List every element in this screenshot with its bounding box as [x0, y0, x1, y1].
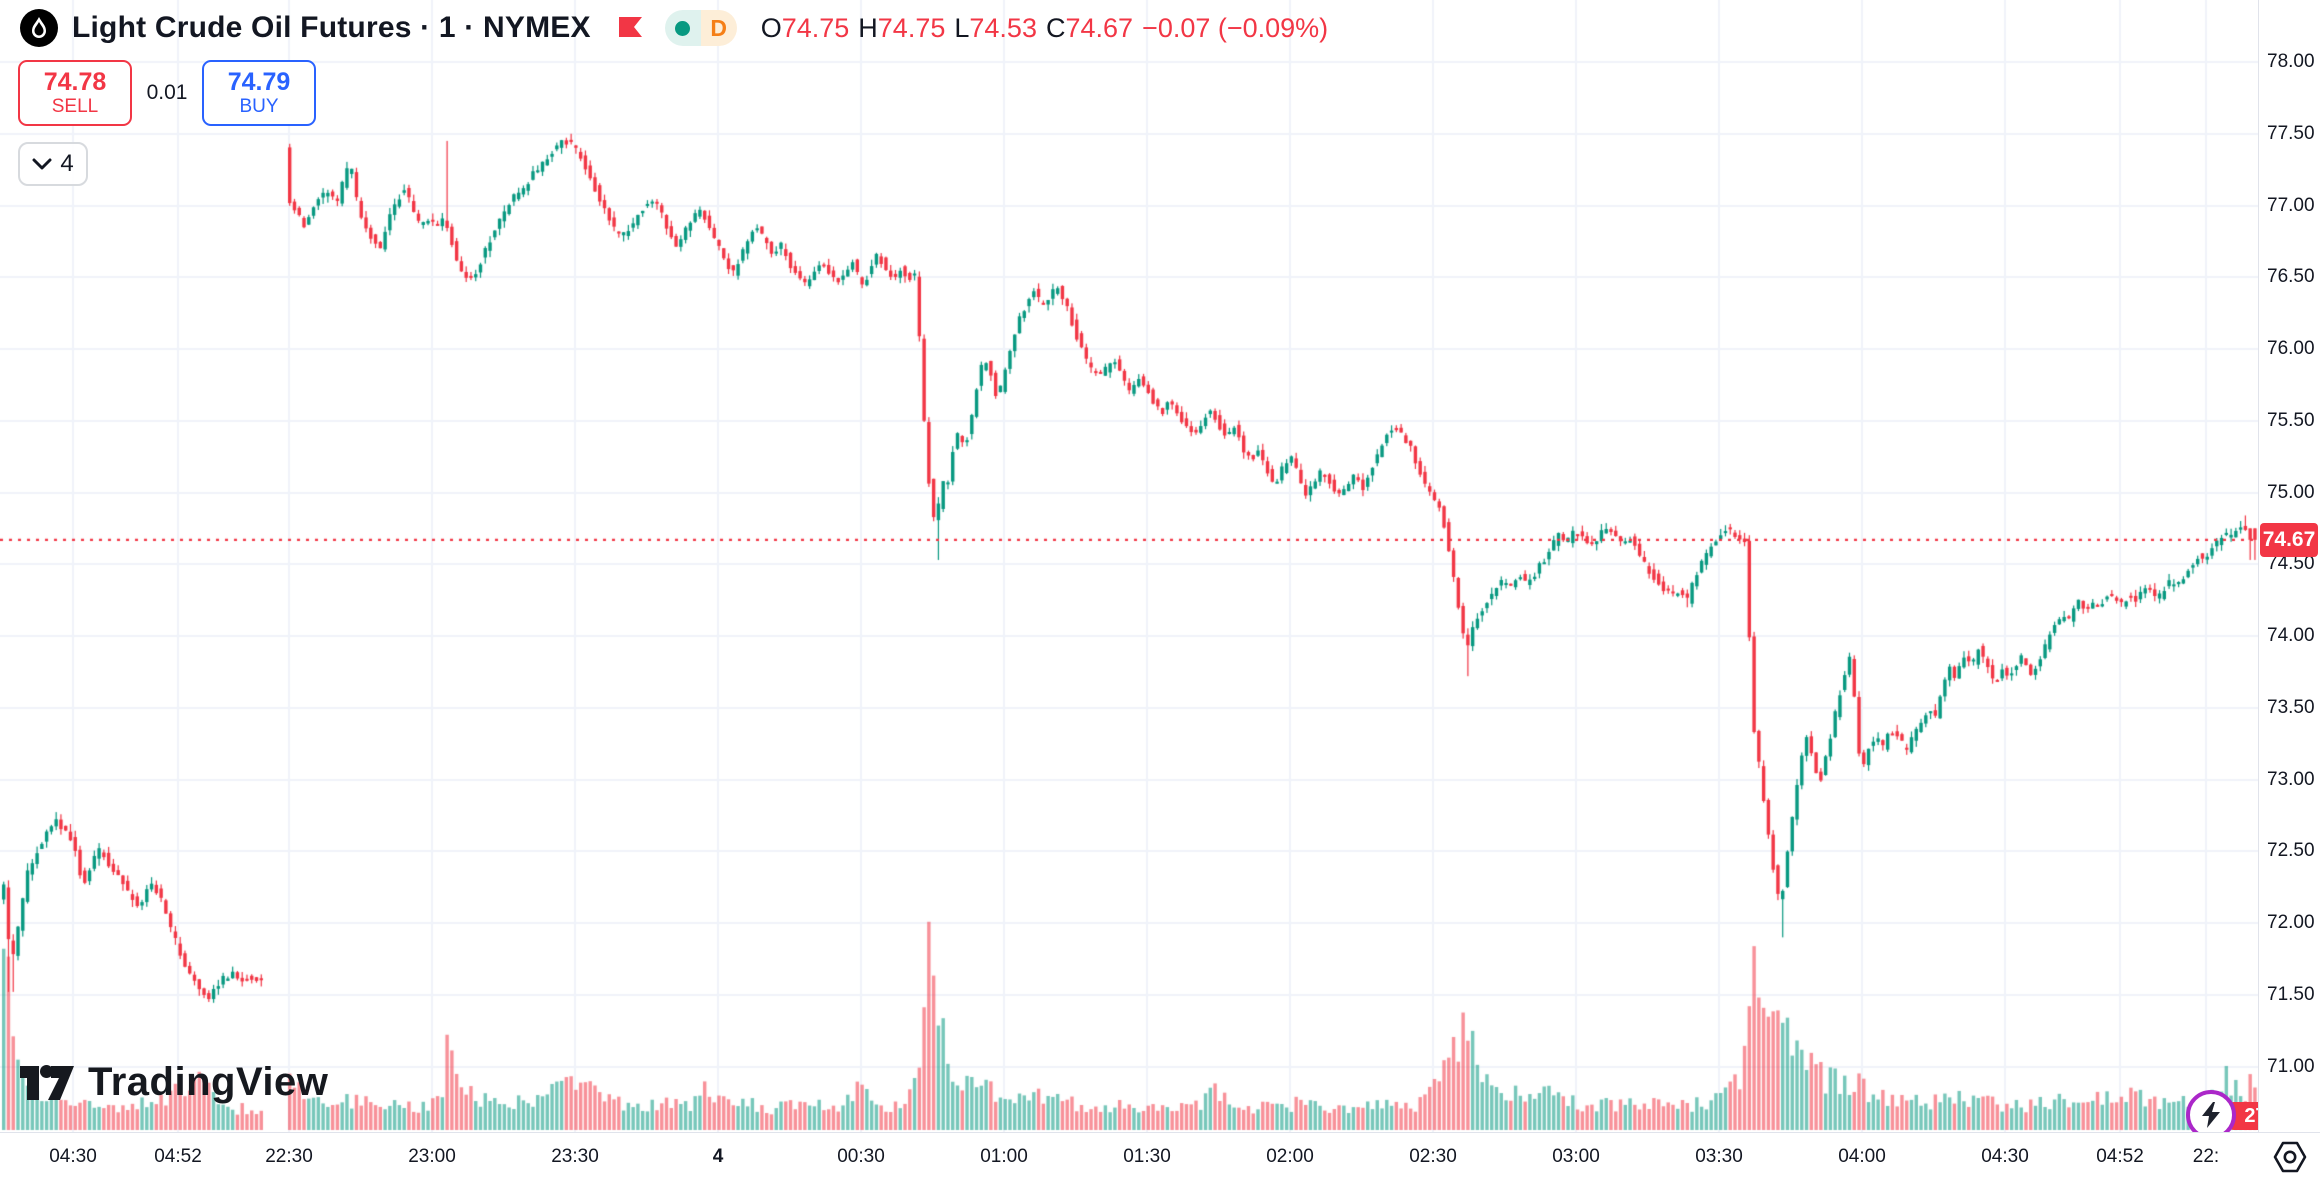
- price-tick-label: 71.00: [2267, 1055, 2315, 1077]
- flag-icon[interactable]: [615, 13, 645, 43]
- trade-panel: 74.78 SELL 0.01 74.79 BUY: [18, 60, 316, 126]
- price-tick-label: 76.50: [2267, 266, 2315, 288]
- time-tick-label: 04:00: [1838, 1146, 1886, 1167]
- change-readout: −0.07 (−0.09%): [1142, 12, 1329, 43]
- time-axis-settings-button[interactable]: [2262, 1138, 2318, 1176]
- price-axis[interactable]: 78.00 77.50 77.00 76.50 76.00 75.50 75.00 74.50…: [2258, 0, 2320, 1132]
- crude-oil-symbol-icon: [20, 9, 58, 47]
- symbol-legend: Light Crude Oil Futures · 1 · NYMEX D O7…: [20, 6, 1328, 50]
- time-tick-label: 22:: [2192, 1146, 2220, 1167]
- time-tick-label: 04:30: [49, 1146, 97, 1167]
- interval-d-badge: D: [700, 10, 737, 46]
- gear-icon: [2273, 1141, 2307, 1173]
- price-tick-label: 72.00: [2267, 912, 2315, 933]
- ohlc-readout: O74.75 H74.75 L74.53 C74.67 −0.07 (−0.09…: [760, 12, 1329, 43]
- watermark-text: TradingView: [88, 1059, 329, 1104]
- price-tick-label: 75.50: [2267, 409, 2315, 431]
- price-tick-label: 71.50: [2267, 983, 2315, 1005]
- time-axis[interactable]: 04:30 04:52 22:30 23:00 23:30 4 00:30 01:00 01:3…: [0, 1132, 2320, 1180]
- symbol-title[interactable]: Light Crude Oil Futures · 1 · NYMEX: [72, 11, 591, 44]
- price-tick-label: 76.00: [2267, 338, 2315, 359]
- sell-button[interactable]: 74.78 SELL: [18, 60, 132, 126]
- price-tick-label: 74.00: [2267, 625, 2315, 646]
- price-tick-label: 72.50: [2267, 840, 2315, 862]
- last-price-label: 74.67: [2260, 522, 2318, 557]
- market-status-badge[interactable]: D: [664, 10, 737, 46]
- chevron-down-icon: [32, 158, 52, 170]
- time-tick-label: 00:30: [837, 1146, 885, 1167]
- price-tick-label: 74.50: [2267, 553, 2315, 575]
- price-tick-label: 77.50: [2267, 122, 2315, 144]
- price-tick-label: 73.00: [2267, 768, 2315, 790]
- time-tick-label: 03:00: [1552, 1146, 1600, 1167]
- time-tick-label: 02:00: [1266, 1146, 1314, 1167]
- time-tick-label: 22:30: [265, 1146, 313, 1167]
- time-tick-label: 23:00: [408, 1146, 456, 1167]
- spread-value: 0.01: [146, 81, 188, 104]
- price-tick-label: 73.50: [2267, 696, 2315, 718]
- minds-lightning-icon[interactable]: [2186, 1090, 2236, 1140]
- time-tick-label: 04:52: [154, 1146, 202, 1167]
- time-tick-label: 4: [712, 1146, 724, 1167]
- time-tick-label: 04:30: [1981, 1146, 2029, 1167]
- price-tick-label: 75.00: [2267, 481, 2315, 503]
- market-open-dot-icon: [664, 10, 701, 46]
- object-count-dropdown[interactable]: 4: [18, 142, 88, 186]
- time-tick-label: 03:30: [1695, 1146, 1743, 1167]
- time-tick-label: 02:30: [1409, 1146, 1457, 1167]
- buy-button[interactable]: 74.79 BUY: [202, 60, 316, 126]
- time-tick-label: 04:52: [2096, 1146, 2144, 1167]
- tradingview-logo-icon: [20, 1065, 74, 1100]
- tradingview-watermark: TradingView: [18, 1056, 328, 1108]
- price-tick-label: 77.00: [2267, 194, 2315, 216]
- time-tick-label: 01:30: [1123, 1146, 1171, 1167]
- object-count: 4: [60, 150, 74, 177]
- time-tick-label: 23:30: [551, 1146, 599, 1167]
- price-tick-label: 78.00: [2267, 51, 2315, 72]
- time-tick-label: 01:00: [980, 1146, 1028, 1167]
